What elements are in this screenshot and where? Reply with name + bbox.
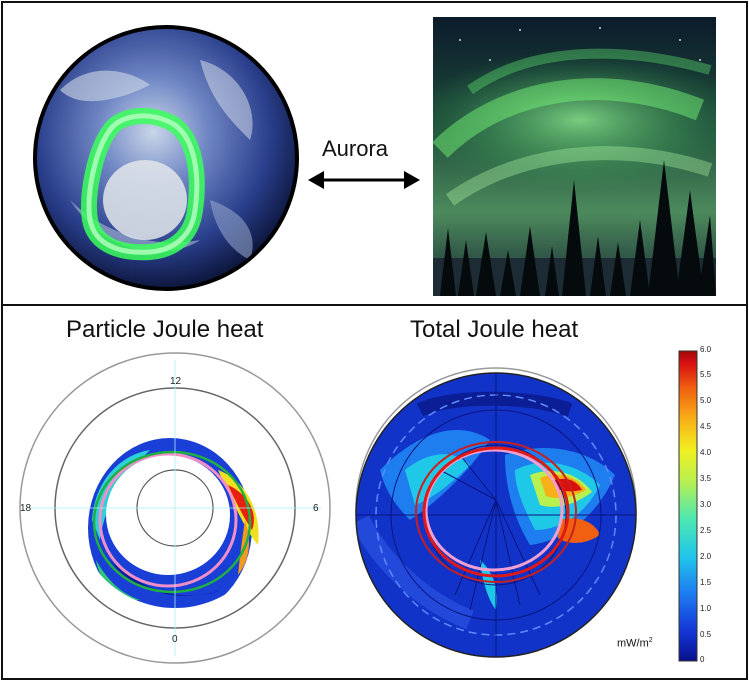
colorbar-tick: 5.5 (700, 370, 712, 379)
unit-text: mW/m (617, 637, 649, 650)
mlt-label-12: 12 (170, 376, 182, 387)
particle-joule-heat-title: Particle Joule heat (66, 316, 264, 343)
unit-superscript: 2 (648, 637, 653, 644)
colorbar-tick: 2.5 (700, 526, 712, 535)
bottom-panel (1, 304, 748, 680)
colorbar-tick: 2.0 (700, 552, 712, 561)
total-joule-heat-title: Total Joule heat (410, 316, 579, 343)
colorbar-tick: 0.5 (700, 630, 712, 639)
colorbar-tick: 1.0 (700, 604, 712, 613)
colorbar-tick: 3.5 (700, 474, 712, 483)
colorbar-tick: 6.0 (700, 345, 712, 354)
colorbar-tick: 0 (700, 655, 705, 664)
aurora-photo (433, 17, 716, 296)
particle-joule-heat-plot (19, 352, 331, 664)
colorbar-unit-label: mW/m2 (617, 637, 653, 650)
mlt-label-0: 0 (172, 634, 178, 645)
colorbar-tick: 4.5 (700, 422, 712, 431)
colorbar-tick: 1.5 (700, 578, 712, 587)
colorbar-tick: 3.0 (700, 500, 712, 509)
mlt-label-18: 18 (20, 503, 32, 514)
colorbar-tick: 5.0 (700, 396, 712, 405)
colorbar (678, 350, 698, 662)
aurora-label: Aurora (322, 136, 389, 161)
mlt-label-6: 6 (313, 503, 319, 514)
total-joule-heat-plot (355, 367, 637, 658)
colorbar-tick: 4.0 (700, 448, 712, 457)
earth-image (33, 25, 299, 291)
double-arrow-icon (308, 171, 420, 189)
